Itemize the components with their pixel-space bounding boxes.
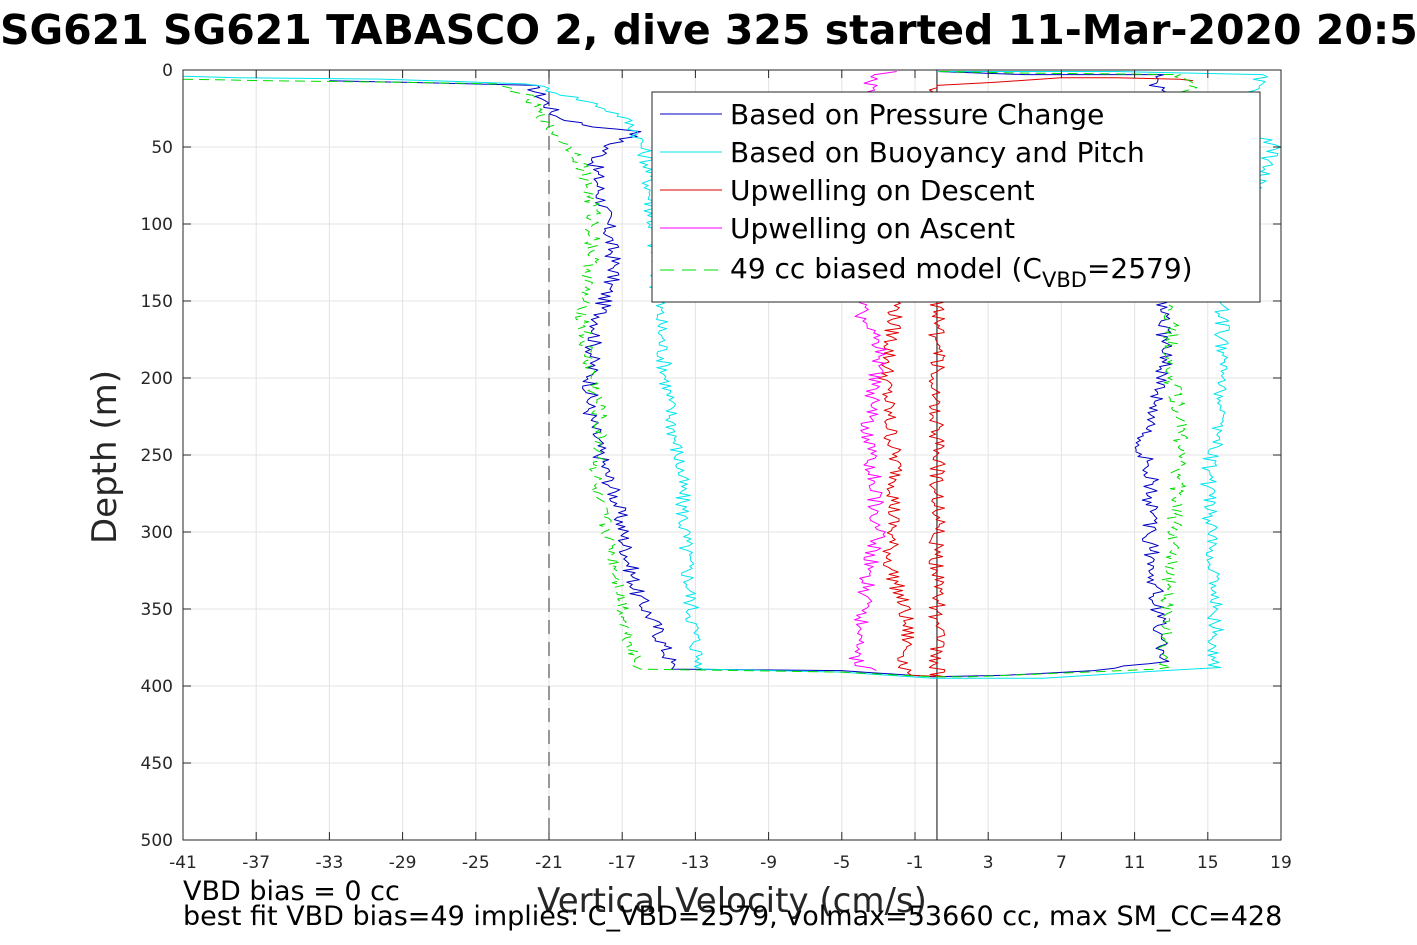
legend: Based on Pressure Change Based on Buoyan… — [651, 91, 1261, 303]
best-fit-note: best fit VBD bias=49 implies: C_VBD=2579… — [183, 901, 1283, 932]
x-tick-label: -5 — [833, 853, 850, 873]
x-tick-label: -29 — [389, 853, 417, 873]
legend-box — [651, 91, 1261, 303]
x-tick-label: 3 — [983, 853, 994, 873]
y-tick-label: 250 — [141, 446, 173, 466]
legend-label-upwelling-ascent: Upwelling on Ascent — [730, 212, 1015, 245]
y-tick-label: 50 — [151, 138, 173, 158]
legend-model-suffix: =2579) — [1087, 252, 1193, 285]
legend-model-subscript: VBD — [1042, 268, 1087, 292]
x-tick-label: -1 — [907, 853, 924, 873]
y-tick-label: 400 — [141, 677, 173, 697]
y-tick-label: 300 — [141, 523, 173, 543]
x-tick-label: -33 — [316, 853, 344, 873]
x-tick-label: -41 — [169, 853, 197, 873]
y-tick-label: 100 — [141, 215, 173, 235]
x-tick-label: -25 — [462, 853, 490, 873]
x-tick-label: 7 — [1056, 853, 1067, 873]
vbd-bias-note: VBD bias = 0 cc — [183, 876, 400, 907]
y-tick-label: 450 — [141, 754, 173, 774]
y-tick-label: 0 — [162, 61, 173, 81]
x-tick-label: 15 — [1197, 853, 1219, 873]
legend-label-upwelling-descent: Upwelling on Descent — [730, 174, 1035, 207]
chart-title: SG621 SG621 TABASCO 2, dive 325 started … — [0, 6, 1417, 54]
x-tick-label: -17 — [608, 853, 636, 873]
x-tick-label: -13 — [682, 853, 710, 873]
y-tick-label: 200 — [141, 369, 173, 389]
y-tick-label: 500 — [141, 831, 173, 851]
x-tick-label: 19 — [1270, 853, 1292, 873]
legend-label-biased-model: 49 cc biased model (CVBD=2579) — [730, 252, 1193, 292]
x-tick-label: -9 — [760, 853, 777, 873]
y-axis-label: Depth (m) — [85, 370, 125, 544]
x-tick-label: -21 — [535, 853, 563, 873]
legend-model-prefix: 49 cc biased model (C — [730, 252, 1042, 285]
x-tick-label: -37 — [242, 853, 270, 873]
x-tick-label: 11 — [1124, 853, 1146, 873]
y-tick-label: 150 — [141, 292, 173, 312]
legend-label-pressure: Based on Pressure Change — [730, 98, 1104, 131]
x-axis-label: Vertical Velocity (cm/s) — [537, 881, 927, 921]
y-tick-label: 350 — [141, 600, 173, 620]
legend-label-buoyancy: Based on Buoyancy and Pitch — [730, 136, 1145, 169]
x-axis-ticks: -41 -37 -33 -29 -25 -21 -17 -13 -9 -5 -1 3 7 11 15 19 — [169, 70, 1292, 873]
y-axis-ticks: 0 50 100 150 200 250 300 350 400 450 500 — [141, 61, 1281, 851]
